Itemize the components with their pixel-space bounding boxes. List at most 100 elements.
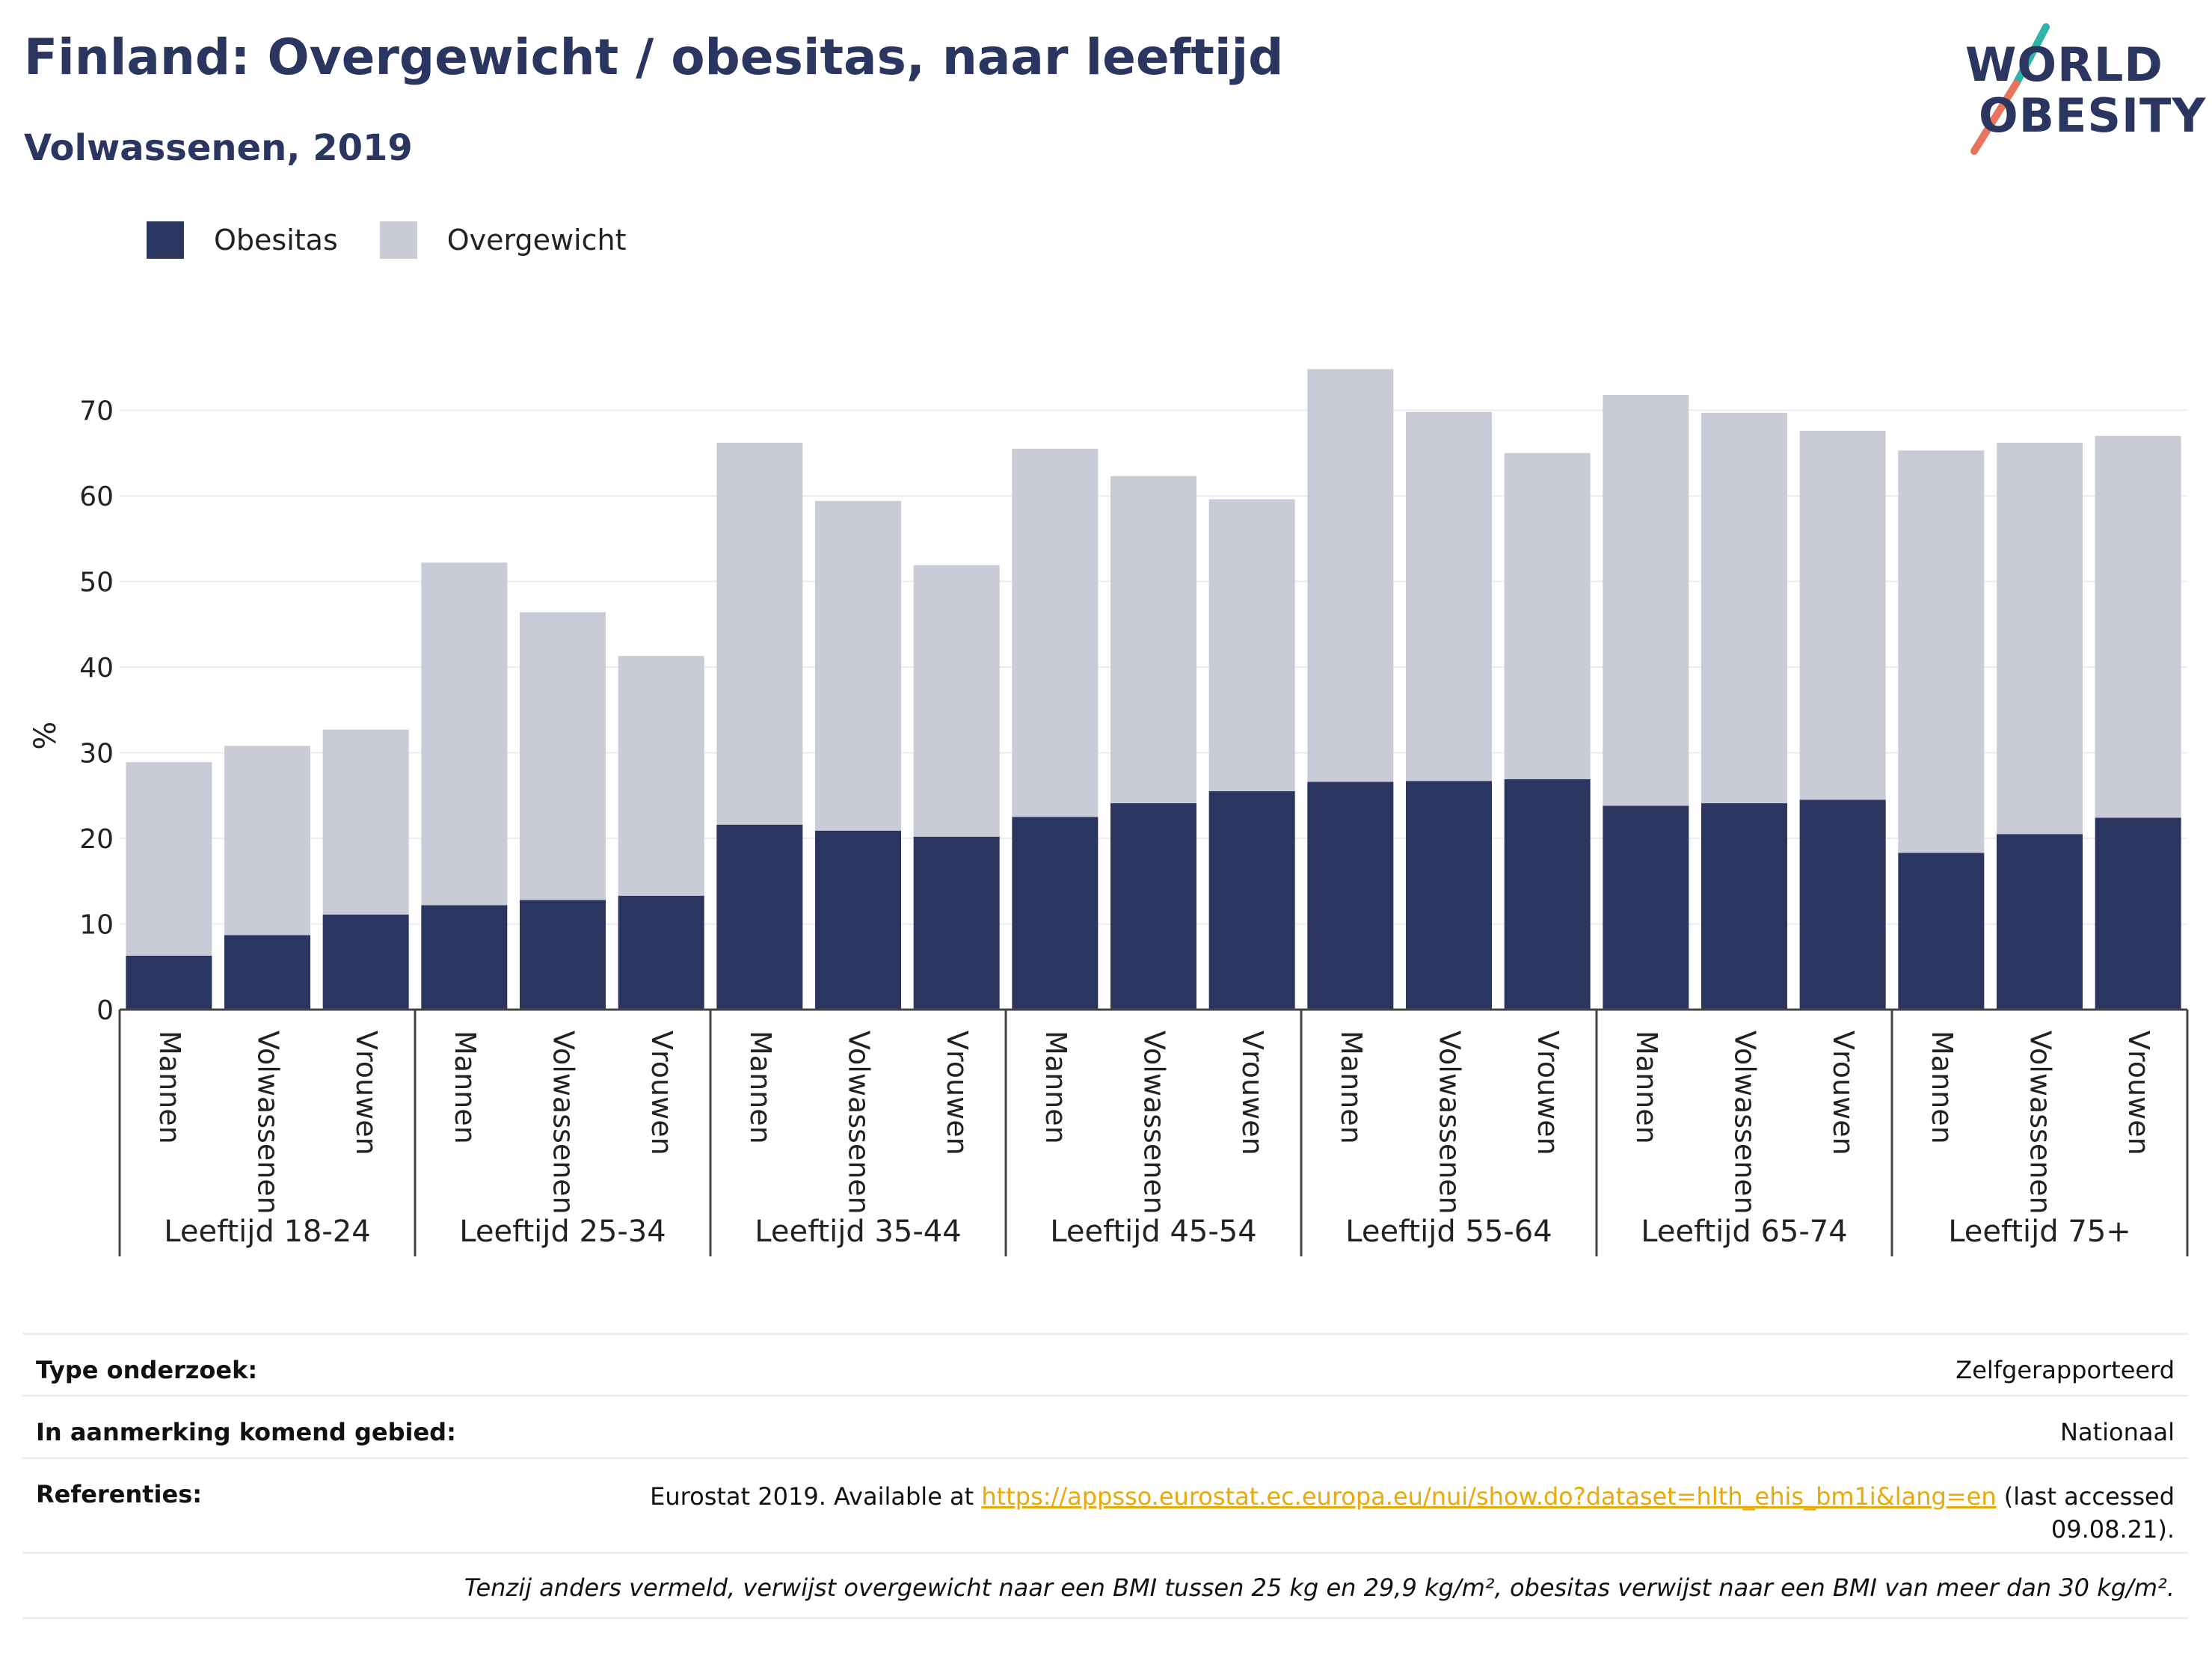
bar-overgewicht-20	[2095, 435, 2181, 818]
x-subcategory-label: Mannen	[1039, 1031, 1072, 1144]
legend-swatch-obesitas	[147, 221, 184, 259]
bar-overgewicht-17	[1799, 430, 1886, 800]
legend-item-obesitas[interactable]: Obesitas	[147, 221, 338, 259]
bar-obesitas-11	[1208, 791, 1295, 1010]
x-subcategory-label: Mannen	[1630, 1031, 1663, 1144]
bar-obesitas-13	[1406, 781, 1492, 1010]
reference-prefix: Eurostat 2019. Available at	[650, 1482, 982, 1511]
x-subcategory-label: Volwassenen	[1729, 1031, 1762, 1215]
x-subcategory-label: Vrouwen	[1531, 1031, 1564, 1155]
x-subcategory-label: Volwassenen	[547, 1031, 580, 1215]
x-subcategory-label: Mannen	[744, 1031, 777, 1144]
y-tick-label: 0	[96, 995, 114, 1026]
x-group-label: Leeftijd 55-64	[1345, 1215, 1552, 1249]
x-subcategory-label: Vrouwen	[645, 1031, 678, 1155]
info-row-area: In aanmerking komend gebied: Nationaal	[22, 1395, 2188, 1457]
bar-overgewicht-6	[716, 443, 803, 825]
bar-obesitas-8	[913, 836, 1000, 1010]
x-subcategory-label: Volwassenen	[2024, 1031, 2057, 1215]
y-tick-label: 30	[79, 739, 114, 770]
y-tick-label: 40	[79, 653, 114, 684]
legend-label-obesitas: Obesitas	[214, 224, 338, 257]
bar-obesitas-14	[1504, 779, 1591, 1010]
info-label-survey-type: Type onderzoek:	[36, 1356, 258, 1384]
page-subtitle: Volwassenen, 2019	[24, 127, 413, 169]
bar-overgewicht-10	[1110, 476, 1196, 804]
bar-obesitas-5	[618, 895, 704, 1010]
legend-label-overgewicht: Overgewicht	[446, 224, 627, 257]
bar-overgewicht-14	[1504, 452, 1591, 779]
bar-obesitas-18	[1898, 853, 1985, 1010]
x-subcategory-label: Vrouwen	[941, 1031, 974, 1155]
logo-slash-icon	[1970, 23, 2050, 155]
x-subcategory-label: Volwassenen	[1434, 1031, 1466, 1215]
bar-obesitas-6	[716, 824, 803, 1010]
bmi-definition-note: Tenzij anders vermeld, verwijst overgewi…	[464, 1573, 2175, 1602]
x-subcategory-label: Mannen	[153, 1031, 186, 1144]
info-row-references: Referenties: Eurostat 2019. Available at…	[22, 1457, 2188, 1552]
bar-overgewicht-16	[1701, 412, 1787, 804]
x-group-label: Leeftijd 75+	[1948, 1215, 2131, 1249]
info-table: Type onderzoek: Zelfgerapporteerd In aan…	[22, 1333, 2188, 1619]
x-subcategory-label: Mannen	[1926, 1031, 1958, 1144]
x-subcategory-label: Vrouwen	[1236, 1031, 1269, 1155]
bar-overgewicht-13	[1406, 411, 1492, 782]
world-obesity-logo: WORLD OBESITY	[1944, 22, 2205, 157]
y-tick-label: 70	[79, 396, 114, 427]
bar-overgewicht-11	[1208, 499, 1295, 792]
info-row-survey-type: Type onderzoek: Zelfgerapporteerd	[22, 1333, 2188, 1395]
x-subcategory-label: Mannen	[1335, 1031, 1368, 1144]
bar-overgewicht-15	[1603, 394, 1689, 806]
reference-suffix: (last accessed	[1996, 1482, 2175, 1511]
x-group-label: Leeftijd 65-74	[1641, 1215, 1847, 1249]
bar-overgewicht-9	[1012, 449, 1099, 817]
reference-date: 09.08.21).	[2050, 1515, 2175, 1544]
bar-overgewicht-18	[1898, 450, 1985, 853]
bar-obesitas-12	[1307, 782, 1394, 1010]
x-group-label: Leeftijd 45-54	[1050, 1215, 1256, 1249]
x-subcategory-label: Volwassenen	[1138, 1031, 1171, 1215]
logo-text-obesity: OBESITY	[1979, 88, 2207, 143]
bar-obesitas-2	[322, 914, 409, 1010]
x-subcategory-label: Vrouwen	[2122, 1031, 2155, 1155]
legend-item-overgewicht[interactable]: Overgewicht	[379, 221, 627, 259]
bar-overgewicht-8	[913, 565, 1000, 837]
y-tick-label: 60	[79, 482, 114, 512]
bar-obesitas-10	[1110, 803, 1196, 1010]
y-axis-label: %	[28, 722, 63, 750]
x-subcategory-label: Volwassenen	[843, 1031, 876, 1215]
bar-overgewicht-3	[421, 562, 508, 906]
x-subcategory-label: Mannen	[449, 1031, 482, 1144]
x-group-label: Leeftijd 18-24	[164, 1215, 370, 1249]
bar-overgewicht-7	[815, 500, 901, 831]
x-subcategory-label: Vrouwen	[1827, 1031, 1860, 1155]
info-value-references: Eurostat 2019. Available at https://apps…	[650, 1480, 2175, 1546]
bar-obesitas-1	[224, 935, 310, 1010]
bar-obesitas-7	[815, 830, 901, 1010]
bar-obesitas-0	[126, 955, 212, 1010]
bar-obesitas-3	[421, 905, 508, 1010]
bar-obesitas-20	[2095, 817, 2181, 1010]
y-tick-label: 50	[79, 568, 114, 598]
bar-obesitas-9	[1012, 817, 1099, 1010]
page-title: Finland: Overgewicht / obesitas, naar le…	[24, 28, 1284, 86]
stacked-bar-chart: 0 10 20 30 40 50 60 70% Mannen Volwassenen Vrouwen…	[28, 369, 2189, 1256]
x-subcategory-label: Volwassenen	[252, 1031, 285, 1215]
bar-obesitas-15	[1603, 805, 1689, 1010]
y-tick-label: 10	[79, 910, 114, 941]
bar-overgewicht-5	[618, 656, 704, 896]
reference-link[interactable]: https://appsso.eurostat.ec.europa.eu/nui…	[981, 1482, 1997, 1511]
logo-text-world: WORLD	[1965, 37, 2163, 92]
bar-overgewicht-2	[322, 729, 409, 915]
x-group-label: Leeftijd 35-44	[755, 1215, 961, 1249]
bar-obesitas-17	[1799, 799, 1886, 1010]
info-value-area: Nationaal	[2060, 1418, 2175, 1446]
bar-overgewicht-12	[1307, 369, 1394, 782]
bar-overgewicht-4	[520, 612, 606, 900]
legend-swatch-overgewicht	[379, 221, 417, 259]
info-value-survey-type: Zelfgerapporteerd	[1956, 1356, 2175, 1384]
info-label-area: In aanmerking komend gebied:	[36, 1418, 456, 1446]
y-tick-label: 20	[79, 824, 114, 855]
bar-obesitas-16	[1701, 803, 1787, 1010]
